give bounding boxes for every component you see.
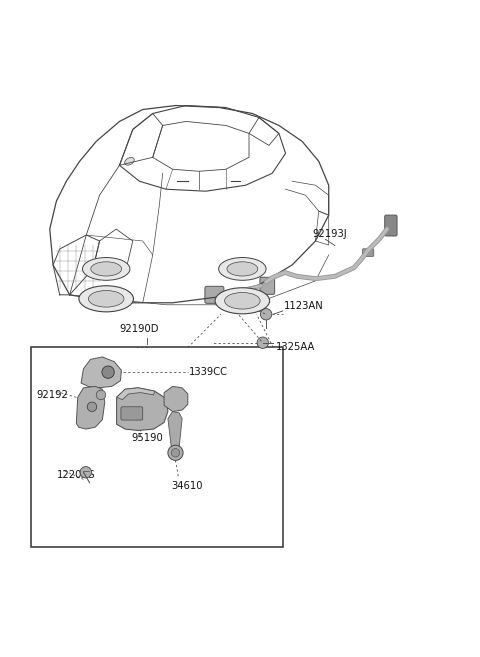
Text: 1339CC: 1339CC	[189, 367, 228, 377]
Polygon shape	[117, 388, 155, 399]
Ellipse shape	[215, 288, 270, 314]
FancyBboxPatch shape	[260, 277, 275, 294]
Text: 95190: 95190	[131, 432, 163, 443]
Circle shape	[168, 445, 183, 461]
Polygon shape	[164, 386, 188, 411]
Ellipse shape	[88, 290, 124, 307]
Polygon shape	[168, 411, 182, 449]
Circle shape	[87, 402, 96, 411]
Polygon shape	[117, 388, 168, 430]
Ellipse shape	[91, 261, 121, 276]
Ellipse shape	[79, 286, 133, 312]
Bar	[31, 348, 283, 547]
Circle shape	[257, 337, 268, 348]
Ellipse shape	[225, 292, 260, 309]
Ellipse shape	[83, 258, 130, 281]
Circle shape	[80, 466, 92, 478]
Text: 1123AN: 1123AN	[284, 301, 324, 311]
Text: 1220AS: 1220AS	[57, 470, 96, 480]
Polygon shape	[76, 386, 105, 429]
FancyBboxPatch shape	[205, 286, 224, 304]
Ellipse shape	[125, 158, 134, 165]
Text: 1325AA: 1325AA	[276, 342, 315, 351]
FancyBboxPatch shape	[362, 249, 374, 256]
FancyBboxPatch shape	[121, 407, 143, 420]
Text: 92193J: 92193J	[312, 229, 347, 239]
FancyBboxPatch shape	[384, 215, 397, 236]
Polygon shape	[81, 357, 121, 388]
Ellipse shape	[219, 258, 266, 281]
Text: 92192: 92192	[36, 390, 68, 400]
Text: 34610: 34610	[171, 481, 203, 491]
Text: 92190D: 92190D	[119, 324, 158, 334]
Circle shape	[261, 309, 272, 320]
Circle shape	[102, 366, 114, 378]
Circle shape	[171, 449, 180, 457]
Ellipse shape	[227, 261, 258, 276]
Circle shape	[96, 390, 106, 399]
